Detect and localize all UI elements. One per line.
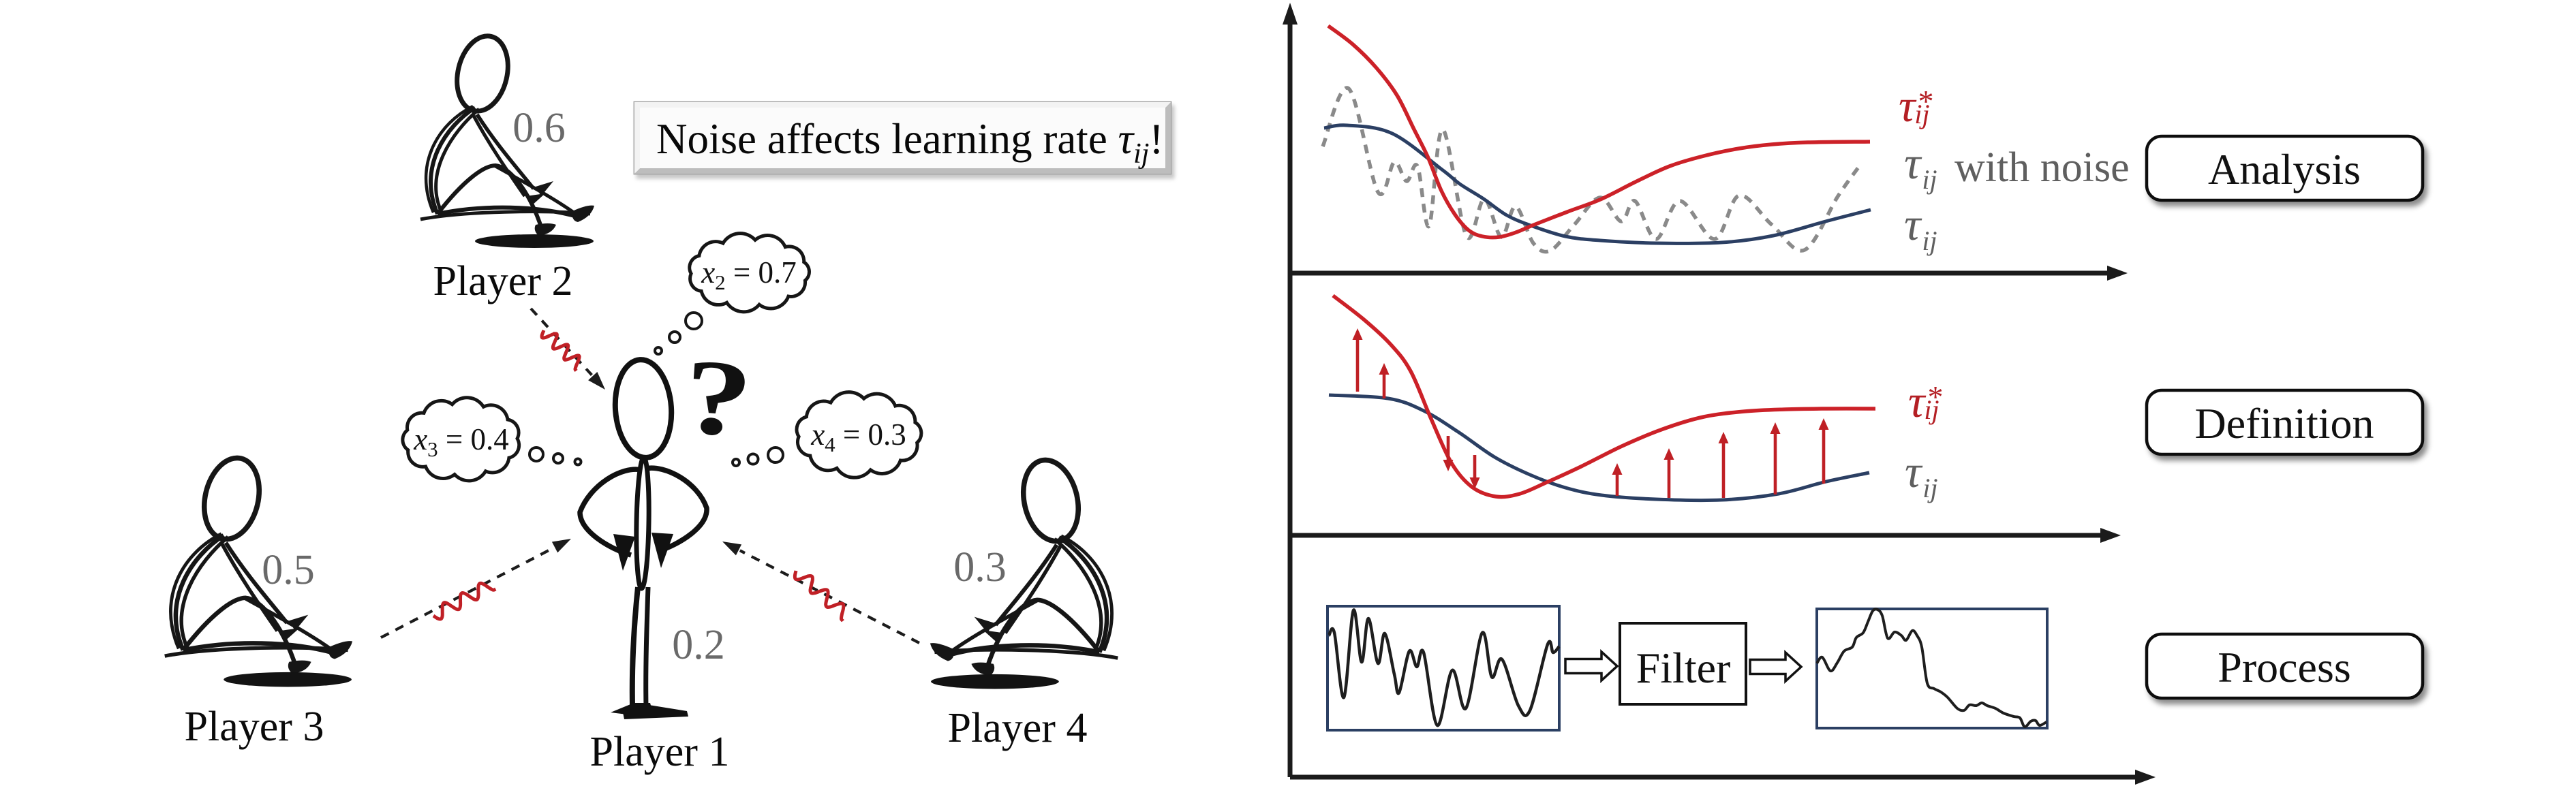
svg-text:0.3: 0.3 (953, 544, 1007, 591)
svg-text:Player 4: Player 4 (948, 705, 1088, 751)
svg-text:Analysis: Analysis (2208, 145, 2361, 193)
svg-text:Noise affects learning rate τi: Noise affects learning rate τij! (656, 115, 1163, 170)
svg-text:τij: τij (1905, 445, 1938, 503)
svg-text:0.6: 0.6 (512, 105, 566, 151)
svg-text:with noise: with noise (1954, 144, 2130, 191)
svg-text:0.2: 0.2 (672, 622, 725, 668)
svg-text:Player 2: Player 2 (433, 258, 573, 304)
svg-text:Definition: Definition (2194, 399, 2374, 447)
svg-text:Filter: Filter (1636, 644, 1731, 692)
svg-text:Player 1: Player 1 (590, 729, 730, 775)
svg-text:?: ? (680, 336, 756, 460)
svg-text:Process: Process (2218, 643, 2351, 691)
svg-text:x4 = 0.3: x4 = 0.3 (810, 418, 906, 456)
svg-text:0.5: 0.5 (262, 547, 315, 593)
svg-text:x3 = 0.4: x3 = 0.4 (413, 422, 509, 461)
svg-text:x2 = 0.7: x2 = 0.7 (701, 255, 797, 294)
svg-text:Player 3: Player 3 (185, 704, 324, 750)
